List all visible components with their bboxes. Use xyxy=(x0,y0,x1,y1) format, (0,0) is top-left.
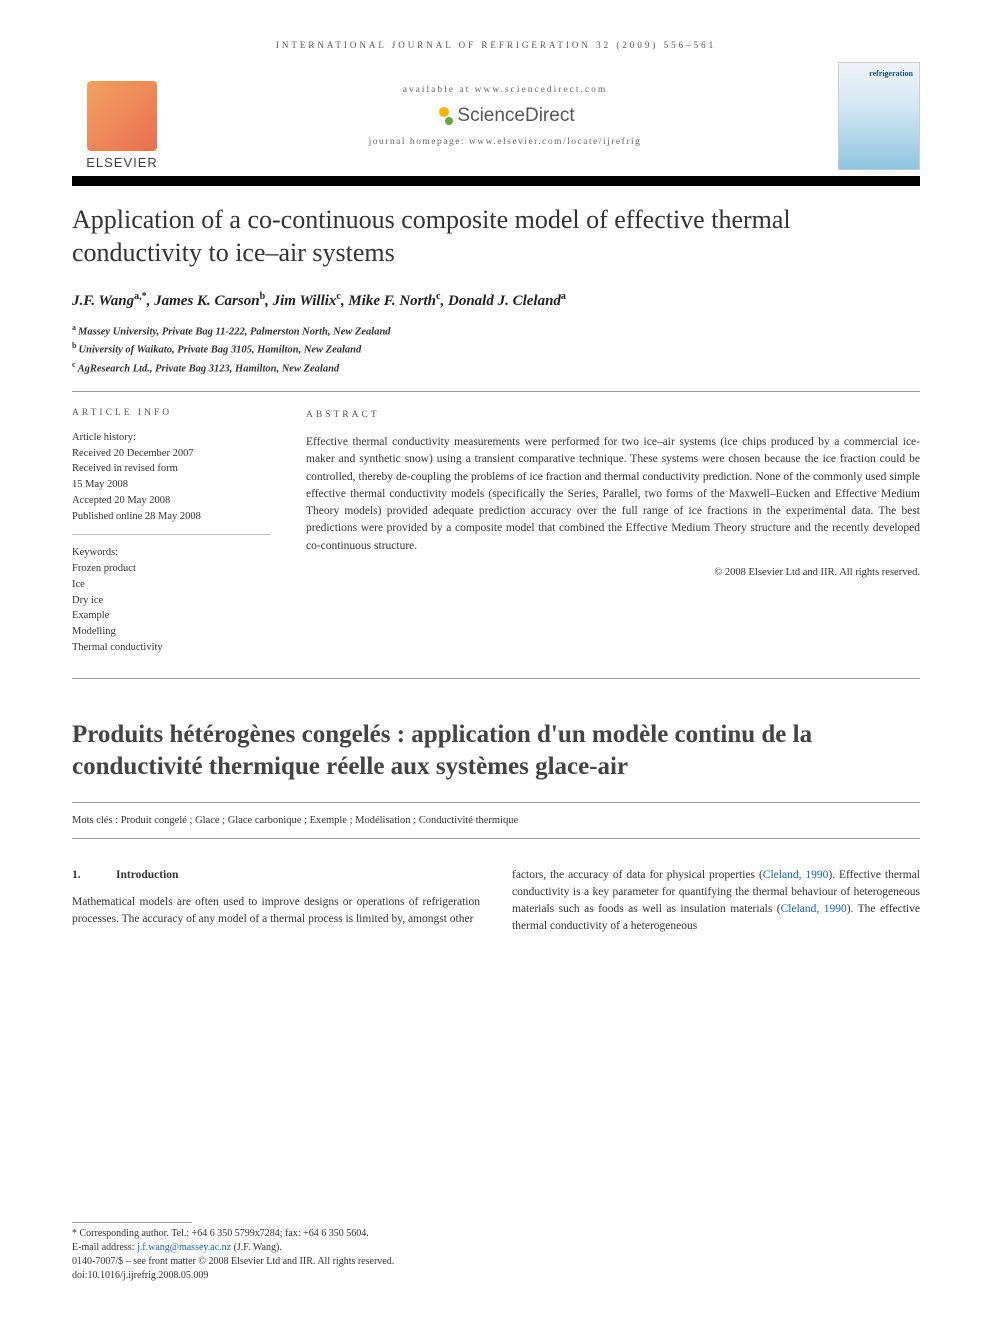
email-line: E-mail address: j.f.wang@massey.ac.nz (J… xyxy=(72,1241,920,1255)
article-history: Article history: Received 20 December 20… xyxy=(72,430,270,536)
footer-rule xyxy=(72,1222,192,1223)
section-number: 1. xyxy=(72,867,116,884)
info-abstract-row: ARTICLE INFO Article history: Received 2… xyxy=(72,408,920,656)
keyword: Ice xyxy=(72,577,270,593)
author-email[interactable]: j.f.wang@massey.ac.nz xyxy=(137,1242,231,1253)
affiliation-line: bUniversity of Waikato, Private Bag 3105… xyxy=(72,340,920,358)
sciencedirect-wordmark: ScienceDirect xyxy=(457,105,574,127)
mots-cles: Mots clés : Produit congelé ; Glace ; Gl… xyxy=(72,815,920,826)
history-line: 15 May 2008 xyxy=(72,477,270,493)
keyword: Thermal conductivity xyxy=(72,640,270,656)
journal-homepage-text: journal homepage: www.elsevier.com/locat… xyxy=(369,137,642,147)
affiliation-line: cAgResearch Ltd., Private Bag 3123, Hami… xyxy=(72,359,920,377)
rule-below-mots-cles xyxy=(72,838,920,839)
history-line: Accepted 20 May 2008 xyxy=(72,493,270,509)
abstract-label: ABSTRACT xyxy=(306,408,920,422)
keywords-block: Keywords: Frozen productIceDry iceExampl… xyxy=(72,545,270,655)
body-col-left: 1.Introduction Mathematical models are o… xyxy=(72,867,480,936)
page-footer: * Corresponding author. Tel.: +64 6 350 … xyxy=(72,1222,920,1283)
history-line: Received 20 December 2007 xyxy=(72,446,270,462)
rule-below-info xyxy=(72,678,920,679)
rule-above-mots-cles xyxy=(72,802,920,803)
journal-running-header: INTERNATIONAL JOURNAL OF REFRIGERATION 3… xyxy=(72,40,920,50)
keyword: Modelling xyxy=(72,624,270,640)
publisher-banner: ELSEVIER available at www.sciencedirect.… xyxy=(72,62,920,170)
article-info-label: ARTICLE INFO xyxy=(72,408,270,418)
section-title: Introduction xyxy=(116,869,178,881)
french-title: Produits hétérogènes congelés : applicat… xyxy=(72,719,920,784)
sciencedirect-logo: ScienceDirect xyxy=(435,105,574,127)
elsevier-tree-icon xyxy=(87,81,157,151)
keyword: Example xyxy=(72,608,270,624)
citation-link[interactable]: Cleland, 1990 xyxy=(781,903,847,915)
history-line: Published online 28 May 2008 xyxy=(72,509,270,525)
intro-para-left: Mathematical models are often used to im… xyxy=(72,894,480,929)
sciencedirect-icon xyxy=(435,107,453,125)
abstract-text: Effective thermal conductivity measureme… xyxy=(306,434,920,555)
corresponding-author-line: * Corresponding author. Tel.: +64 6 350 … xyxy=(72,1227,920,1241)
article-info-column: ARTICLE INFO Article history: Received 2… xyxy=(72,408,270,656)
article-title: Application of a co-continuous composite… xyxy=(72,204,920,269)
issn-copyright-line: 0140-7007/$ – see front matter © 2008 El… xyxy=(72,1255,920,1269)
body-columns: 1.Introduction Mathematical models are o… xyxy=(72,867,920,936)
abstract-copyright: © 2008 Elsevier Ltd and IIR. All rights … xyxy=(306,565,920,581)
author-list: J.F. Wanga,*, James K. Carsonb, Jim Will… xyxy=(72,291,920,310)
doi-line: doi:10.1016/j.ijrefrig.2008.05.009 xyxy=(72,1269,920,1283)
keywords-label: Keywords: xyxy=(72,545,270,561)
section-heading-intro: 1.Introduction xyxy=(72,867,480,884)
journal-cover-thumbnail: refrigeration xyxy=(838,62,920,170)
affiliation-line: aMassey University, Private Bag 11-222, … xyxy=(72,322,920,340)
keyword: Frozen product xyxy=(72,561,270,577)
elsevier-logo-block: ELSEVIER xyxy=(72,62,172,170)
cover-title: refrigeration xyxy=(845,69,913,78)
title-separator-bar xyxy=(72,176,920,186)
rule-above-info xyxy=(72,391,920,392)
banner-center: available at www.sciencedirect.com Scien… xyxy=(172,62,838,170)
abstract-column: ABSTRACT Effective thermal conductivity … xyxy=(306,408,920,656)
history-label: Article history: xyxy=(72,430,270,446)
availability-text: available at www.sciencedirect.com xyxy=(403,85,608,95)
elsevier-wordmark: ELSEVIER xyxy=(86,155,158,170)
email-label: E-mail address: xyxy=(72,1242,137,1253)
affiliations-block: aMassey University, Private Bag 11-222, … xyxy=(72,322,920,377)
intro-para-right: factors, the accuracy of data for physic… xyxy=(512,867,920,936)
body-col-right: factors, the accuracy of data for physic… xyxy=(512,867,920,936)
citation-link[interactable]: Cleland, 1990 xyxy=(763,869,829,881)
history-line: Received in revised form xyxy=(72,461,270,477)
keyword: Dry ice xyxy=(72,593,270,609)
email-suffix: (J.F. Wang). xyxy=(231,1242,282,1253)
